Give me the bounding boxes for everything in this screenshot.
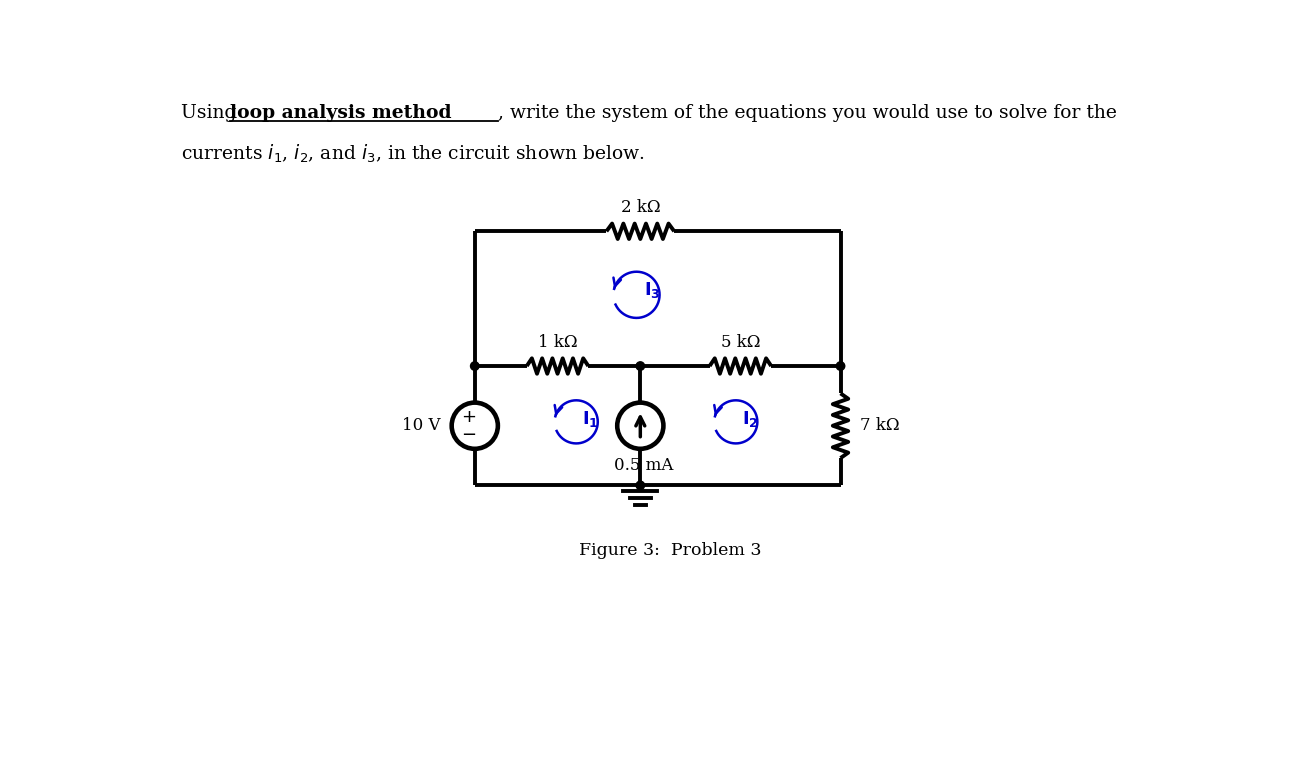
- Text: Using: Using: [181, 104, 242, 123]
- Text: , write the system of the equations you would use to solve for the: , write the system of the equations you …: [498, 104, 1117, 123]
- Circle shape: [636, 481, 645, 489]
- Circle shape: [836, 362, 845, 370]
- Text: $\mathbf{I_3}$: $\mathbf{I_3}$: [644, 280, 661, 300]
- Text: currents $i_1$, $i_2$, and $i_3$, in the circuit shown below.: currents $i_1$, $i_2$, and $i_3$, in the…: [181, 142, 645, 165]
- Text: $\mathbf{I_2}$: $\mathbf{I_2}$: [742, 409, 759, 429]
- Text: −: −: [460, 426, 476, 444]
- Text: 5 kΩ: 5 kΩ: [721, 334, 760, 351]
- Text: Figure 3:  Problem 3: Figure 3: Problem 3: [579, 542, 761, 558]
- Circle shape: [636, 362, 645, 370]
- Circle shape: [471, 362, 479, 370]
- Text: 10 V: 10 V: [402, 417, 439, 434]
- Text: $\mathbf{I_1}$: $\mathbf{I_1}$: [582, 409, 599, 429]
- Text: 0.5 mA: 0.5 mA: [613, 457, 674, 473]
- Text: loop analysis method: loop analysis method: [230, 104, 451, 123]
- Text: 1 kΩ: 1 kΩ: [538, 334, 577, 351]
- Text: +: +: [462, 408, 476, 426]
- Text: 2 kΩ: 2 kΩ: [620, 199, 661, 216]
- Text: 7 kΩ: 7 kΩ: [859, 417, 900, 434]
